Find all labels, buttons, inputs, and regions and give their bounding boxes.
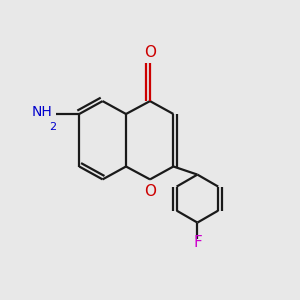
Text: O: O	[144, 45, 156, 60]
Text: NH: NH	[31, 106, 52, 119]
Text: 2: 2	[49, 122, 56, 132]
Text: O: O	[144, 184, 156, 199]
Text: F: F	[193, 235, 202, 250]
